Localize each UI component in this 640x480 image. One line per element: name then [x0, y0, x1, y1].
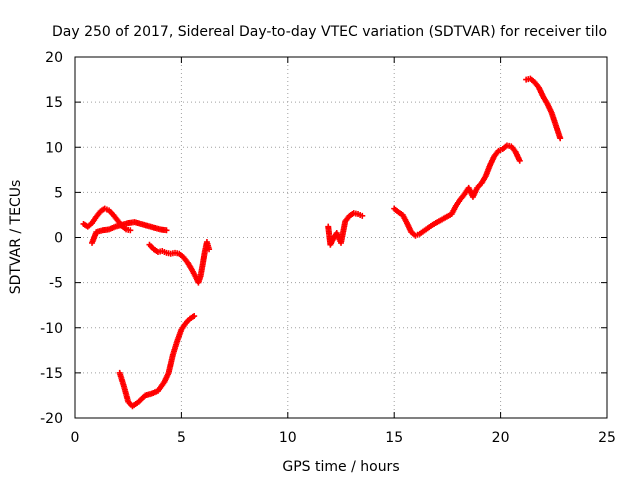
x-tick-label: 5 — [177, 430, 186, 446]
y-tick-label: -10 — [40, 321, 63, 337]
data-point — [191, 313, 198, 320]
y-tick-label: 15 — [45, 95, 63, 111]
data-point — [206, 246, 213, 253]
y-tick-label: 10 — [45, 140, 63, 156]
y-tick-label: 5 — [54, 185, 63, 201]
data-point — [127, 227, 134, 234]
data-point — [359, 212, 366, 219]
data-point — [516, 157, 523, 164]
data-points — [80, 75, 564, 410]
y-tick-label: 0 — [54, 231, 63, 247]
x-tick-label: 25 — [598, 430, 616, 446]
y-tick-label: -15 — [40, 366, 63, 382]
data-point — [557, 135, 564, 142]
y-axis-label: SDTVAR / TECUs — [8, 180, 24, 295]
chart-title: Day 250 of 2017, Sidereal Day-to-day VTE… — [52, 24, 607, 40]
y-tick-label: -20 — [40, 411, 63, 427]
x-tick-label: 20 — [492, 430, 510, 446]
data-point — [163, 227, 170, 234]
x-tick-label: 0 — [71, 430, 80, 446]
grid — [75, 57, 607, 418]
y-tick-label: 20 — [45, 50, 63, 66]
axis-ticks: 0 5 10 15 20 25 -20 -15 -10 -5 0 5 10 15 20 — [40, 50, 616, 446]
x-tick-label: 15 — [385, 430, 403, 446]
x-axis-label: GPS time / hours — [282, 459, 399, 475]
y-tick-label: -5 — [49, 276, 63, 292]
x-tick-label: 10 — [279, 430, 297, 446]
